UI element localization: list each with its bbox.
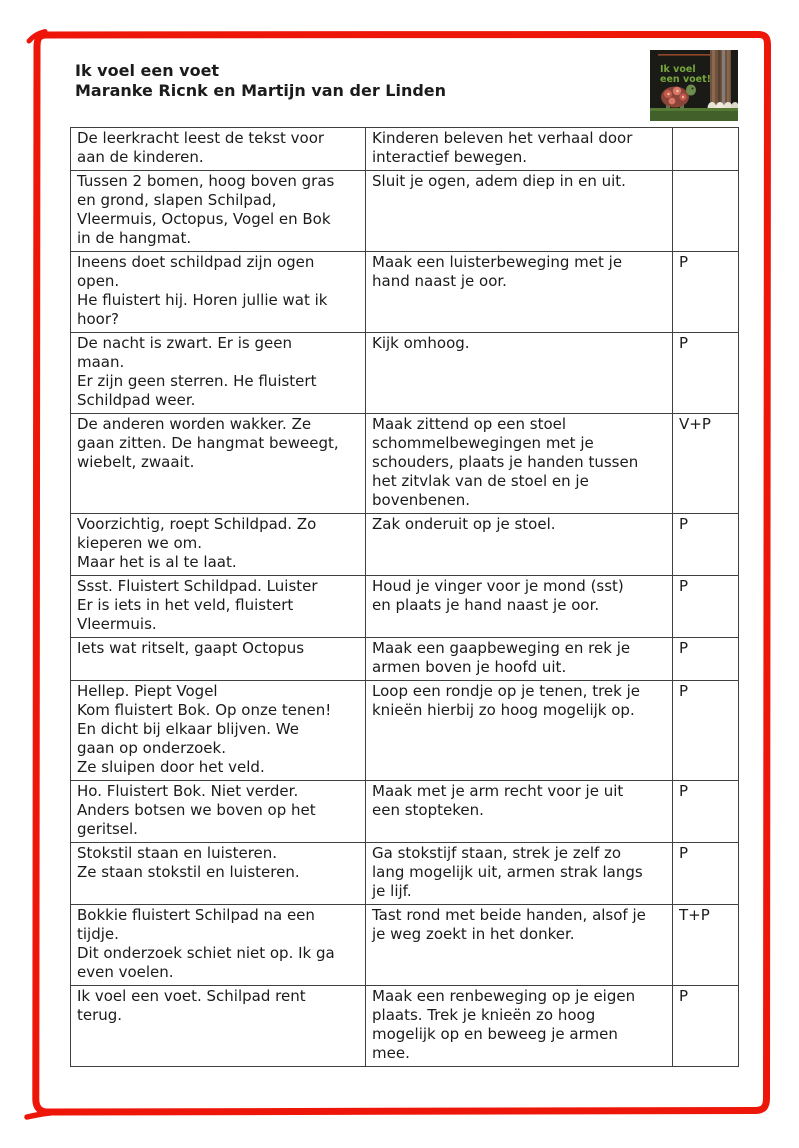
cover-title-line2: een voet! [660,74,711,85]
table-row: Stokstil staan en luisteren. Ze staan st… [70,842,739,905]
document-header: Ik voel een voet Maranke Ricnk en Martij… [70,50,738,121]
cover-authors-microtext [658,54,724,56]
movement-cell: Sluit je ogen, adem diep in en uit. [365,170,673,252]
movement-cell: Maak een renbeweging op je eigen plaats.… [365,985,673,1067]
table-row: Ho. Fluistert Bok. Niet verder. Anders b… [70,780,739,843]
book-authors: Maranke Ricnk en Martijn van der Linden [75,81,447,100]
code-cell [672,170,739,252]
table-row: Tussen 2 bomen, hoog boven gras en grond… [70,170,739,252]
code-cell: P [672,842,739,905]
title-block: Ik voel een voet Maranke Ricnk en Martij… [75,61,446,101]
table-row: Ik voel een voet. Schilpad rent terug. M… [70,985,739,1067]
story-text-cell: Tussen 2 bomen, hoog boven gras en grond… [70,170,366,252]
movement-cell: Maak een luisterbeweging met je hand naa… [365,251,673,333]
table-row: Voorzichtig, roept Schildpad. Zo kiepere… [70,513,739,576]
table-row: De anderen worden wakker. Ze gaan zitten… [70,413,739,514]
story-text-cell: De nacht is zwart. Er is geen maan. Er z… [70,332,366,414]
movement-cell: Maak een gaapbeweging en rek je armen bo… [365,637,673,681]
movement-cell: Loop een rondje op je tenen, trek je kni… [365,680,673,781]
code-cell: P [672,680,739,781]
code-cell: P [672,251,739,333]
story-text-cell: Ik voel een voet. Schilpad rent terug. [70,985,366,1067]
movement-cell: Kijk omhoog. [365,332,673,414]
code-cell: V+P [672,413,739,514]
movement-cell: Maak met je arm recht voor je uit een st… [365,780,673,843]
story-text-cell: Ho. Fluistert Bok. Niet verder. Anders b… [70,780,366,843]
movement-cell: Maak zittend op een stoel schommelbewegi… [365,413,673,514]
story-text-cell: Bokkie fluistert Schilpad na een tijdje.… [70,904,366,986]
code-cell: P [672,780,739,843]
story-text-cell: De anderen worden wakker. Ze gaan zitten… [70,413,366,514]
code-cell: P [672,575,739,638]
code-cell: T+P [672,904,739,986]
table-row: Bokkie fluistert Schilpad na een tijdje.… [70,904,739,986]
code-cell [672,127,739,171]
page-content: Ik voel een voet Maranke Ricnk en Martij… [70,50,739,1067]
story-text-cell: De leerkracht leest de tekst voor aan de… [70,127,366,171]
table-row: De nacht is zwart. Er is geen maan. Er z… [70,332,739,414]
movement-cell: Ga stokstijf staan, strek je zelf zo lan… [365,842,673,905]
story-text-cell: Ssst. Fluistert Schildpad. Luister Er is… [70,575,366,638]
cover-grass [650,108,738,121]
story-text-cell: Hellep. Piept Vogel Kom fluistert Bok. O… [70,680,366,781]
code-cell: P [672,513,739,576]
story-text-cell: Ineens doet schildpad zijn ogen open. He… [70,251,366,333]
table-row: Hellep. Piept Vogel Kom fluistert Bok. O… [70,680,739,781]
code-cell: P [672,637,739,681]
table-row: Ineens doet schildpad zijn ogen open. He… [70,251,739,333]
story-text-cell: Stokstil staan en luisteren. Ze staan st… [70,842,366,905]
cover-turtle [661,84,696,110]
activity-table-body: De leerkracht leest de tekst voor aan de… [70,127,739,1067]
book-title: Ik voel een voet [75,61,220,80]
table-row: Ssst. Fluistert Schildpad. Luister Er is… [70,575,739,638]
movement-cell: Kinderen beleven het verhaal door intera… [365,127,673,171]
story-text-cell: Iets wat ritselt, gaapt Octopus [70,637,366,681]
code-cell: P [672,985,739,1067]
table-row: De leerkracht leest de tekst voor aan de… [70,127,739,171]
code-cell: P [672,332,739,414]
activity-table: De leerkracht leest de tekst voor aan de… [70,127,739,1067]
movement-cell: Zak onderuit op je stoel. [365,513,673,576]
story-text-cell: Voorzichtig, roept Schildpad. Zo kiepere… [70,513,366,576]
cover-title-line1: Ik voel [660,64,696,75]
book-cover-thumbnail: Ik voel een voet! [650,50,738,121]
table-row: Iets wat ritselt, gaapt Octopus Maak een… [70,637,739,681]
movement-cell: Tast rond met beide handen, alsof je je … [365,904,673,986]
movement-cell: Houd je vinger voor je mond (sst) en pla… [365,575,673,638]
